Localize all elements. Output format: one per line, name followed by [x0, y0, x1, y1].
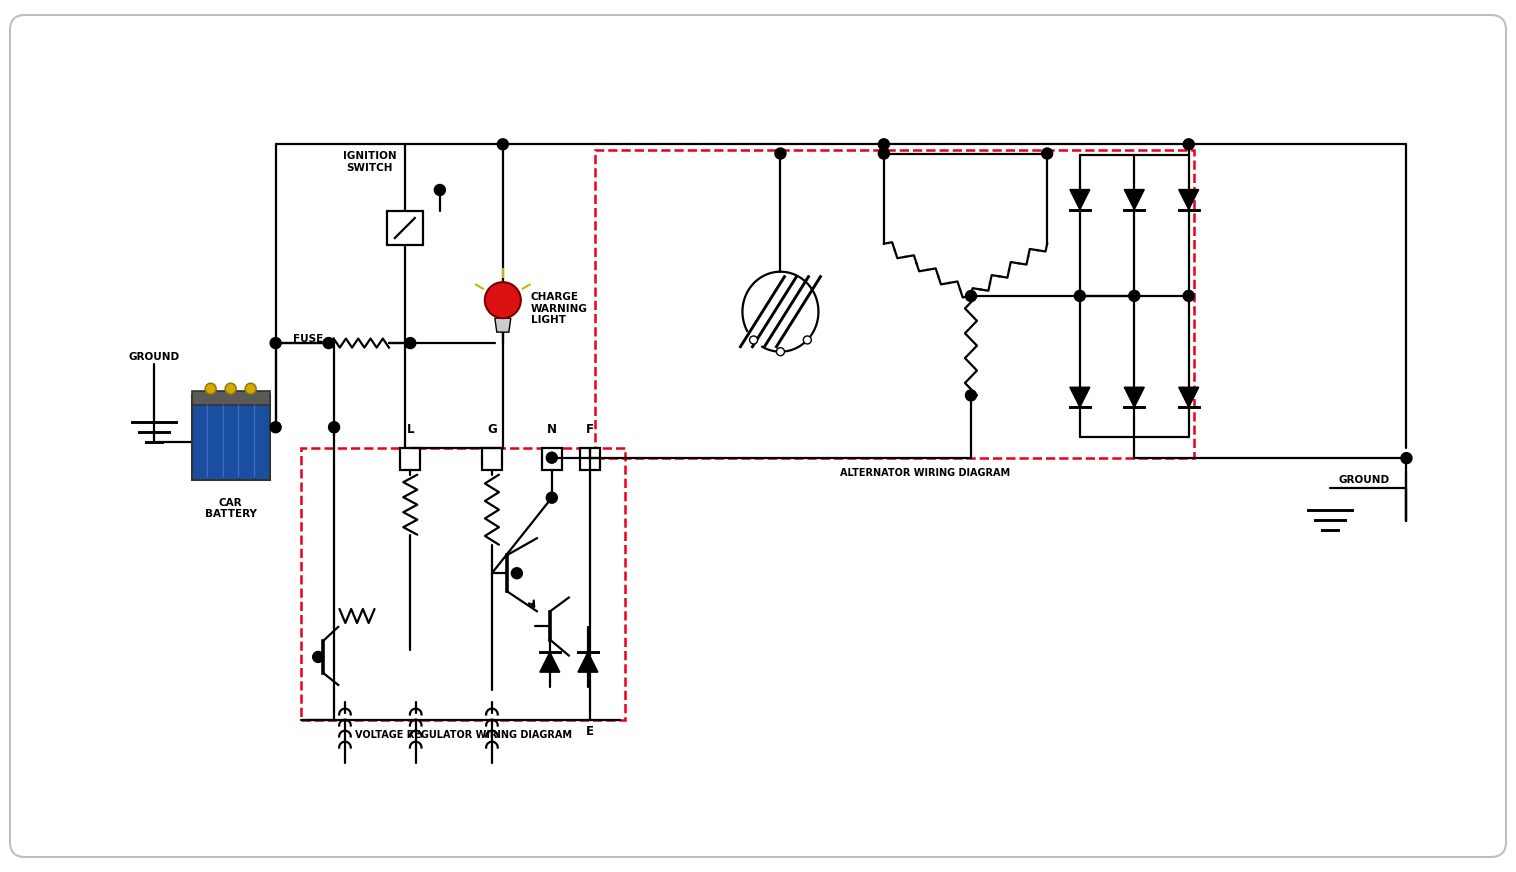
- Polygon shape: [578, 652, 597, 672]
- Bar: [541, 447, 562, 470]
- Text: B: B: [329, 423, 338, 436]
- Circle shape: [1182, 290, 1195, 302]
- Bar: [191, 391, 270, 405]
- Circle shape: [246, 383, 256, 394]
- Circle shape: [878, 148, 890, 159]
- Circle shape: [435, 185, 446, 195]
- Polygon shape: [494, 318, 511, 332]
- Circle shape: [546, 453, 558, 463]
- Polygon shape: [1070, 387, 1090, 407]
- Circle shape: [749, 336, 758, 344]
- Bar: [302, 447, 625, 719]
- Circle shape: [546, 492, 558, 503]
- Circle shape: [776, 348, 784, 356]
- Bar: [581, 447, 600, 470]
- Text: GROUND: GROUND: [129, 351, 180, 362]
- Text: IGNITION
SWITCH: IGNITION SWITCH: [343, 152, 397, 173]
- Text: E: E: [585, 725, 594, 738]
- Circle shape: [878, 139, 890, 150]
- Circle shape: [1041, 148, 1052, 159]
- Bar: [400, 447, 420, 470]
- Text: VOLTAGE REGULATOR WIRING DIAGRAM: VOLTAGE REGULATOR WIRING DIAGRAM: [355, 730, 572, 739]
- Circle shape: [1075, 290, 1085, 302]
- Circle shape: [511, 568, 523, 579]
- Circle shape: [270, 337, 280, 349]
- Polygon shape: [1125, 189, 1145, 209]
- Polygon shape: [540, 652, 559, 672]
- Text: L: L: [406, 423, 414, 436]
- Text: ALTERNATOR WIRING DIAGRAM: ALTERNATOR WIRING DIAGRAM: [840, 468, 1010, 478]
- Polygon shape: [1125, 387, 1145, 407]
- Bar: [191, 395, 270, 480]
- Bar: [387, 211, 423, 245]
- Bar: [482, 447, 502, 470]
- Bar: [596, 149, 1195, 458]
- Text: FUSE: FUSE: [294, 334, 323, 344]
- Circle shape: [205, 383, 217, 394]
- Circle shape: [803, 336, 811, 344]
- Text: CHARGE
WARNING
LIGHT: CHARGE WARNING LIGHT: [531, 292, 588, 325]
- Circle shape: [966, 390, 976, 401]
- Circle shape: [485, 283, 522, 318]
- Text: F: F: [585, 423, 594, 436]
- Circle shape: [312, 651, 324, 663]
- Circle shape: [966, 290, 976, 302]
- Circle shape: [270, 422, 280, 433]
- Polygon shape: [1179, 189, 1199, 209]
- Circle shape: [405, 337, 415, 349]
- Polygon shape: [1179, 387, 1199, 407]
- Circle shape: [775, 148, 785, 159]
- Circle shape: [226, 383, 236, 394]
- Polygon shape: [1070, 189, 1090, 209]
- Text: GROUND: GROUND: [1339, 475, 1389, 486]
- Circle shape: [1401, 453, 1411, 464]
- Text: N: N: [547, 423, 556, 436]
- Circle shape: [1129, 290, 1140, 302]
- Text: G: G: [487, 423, 497, 436]
- Circle shape: [1182, 139, 1195, 150]
- Circle shape: [323, 337, 334, 349]
- Circle shape: [497, 139, 508, 150]
- Circle shape: [329, 422, 340, 433]
- Text: CAR
BATTERY: CAR BATTERY: [205, 498, 256, 520]
- FancyBboxPatch shape: [11, 15, 1505, 857]
